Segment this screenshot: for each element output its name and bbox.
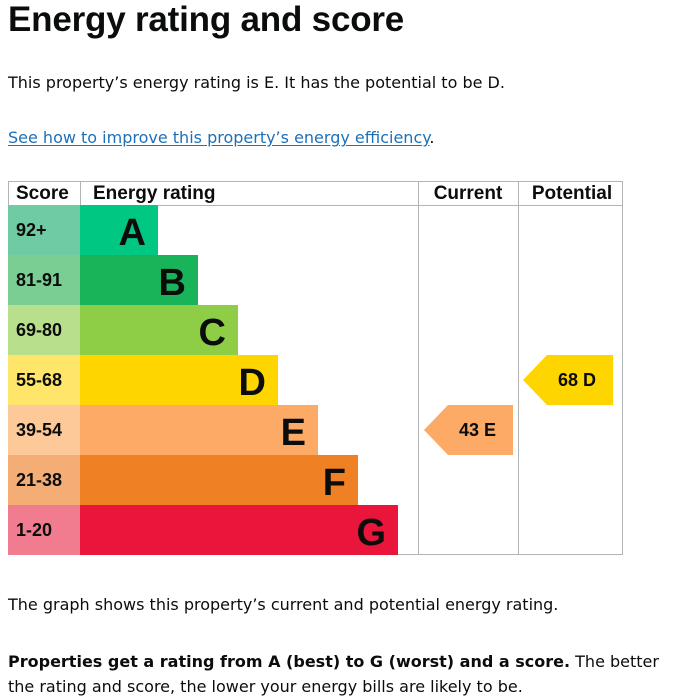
score-range-b: 81-91 bbox=[16, 270, 62, 290]
potential-rating-arrow bbox=[523, 355, 613, 405]
energy-rating-graph: Score Energy rating Current Potential 92… bbox=[8, 181, 623, 555]
score-range-a: 92+ bbox=[16, 220, 47, 240]
rating-letter-g: G bbox=[356, 512, 386, 554]
score-cell-c bbox=[8, 305, 80, 355]
rating-explainer: Properties get a rating from A (best) to… bbox=[8, 649, 668, 699]
score-cell-f bbox=[8, 455, 80, 505]
current-rating-arrow bbox=[424, 405, 513, 455]
current-rating-label: 43 E bbox=[459, 420, 496, 440]
rating-bar-a bbox=[80, 205, 158, 255]
link-suffix: . bbox=[429, 128, 435, 147]
score-cell-a bbox=[8, 205, 80, 255]
page-title: Energy rating and score bbox=[8, 0, 405, 39]
score-cell-b bbox=[8, 255, 80, 305]
graph-description: The graph shows this property’s current … bbox=[8, 595, 559, 614]
header-current: Current bbox=[434, 183, 503, 204]
score-cell-g bbox=[8, 505, 80, 555]
rating-letter-a: A bbox=[119, 212, 146, 254]
score-range-e: 39-54 bbox=[16, 420, 62, 440]
rating-markers: 43 E 68 D bbox=[424, 355, 613, 455]
potential-rating-label: 68 D bbox=[558, 370, 596, 390]
score-range-c: 69-80 bbox=[16, 320, 62, 340]
score-range-f: 21-38 bbox=[16, 470, 62, 490]
rating-letter-c: C bbox=[199, 312, 226, 354]
rating-bar-b bbox=[80, 255, 198, 305]
rating-letter-b: B bbox=[159, 262, 186, 304]
rating-summary: This property’s energy rating is E. It h… bbox=[8, 73, 505, 92]
score-range-d: 55-68 bbox=[16, 370, 62, 390]
rating-bar-f bbox=[80, 455, 358, 505]
rating-bands: 92+ A 81-91 B 69-80 C 55-68 D 39-54 E 21-38 F 1-20 G bbox=[8, 205, 398, 555]
score-cell-e bbox=[8, 405, 80, 455]
rating-explainer-rest: The better the rating and score, the low… bbox=[8, 652, 659, 696]
rating-letter-f: F bbox=[323, 462, 346, 504]
rating-bar-e bbox=[80, 405, 318, 455]
improve-efficiency-link[interactable]: See how to improve this property’s energ… bbox=[8, 128, 430, 147]
header-potential: Potential bbox=[532, 183, 612, 204]
rating-letter-e: E bbox=[281, 412, 306, 454]
rating-explainer-bold: Properties get a rating from A (best) to… bbox=[8, 652, 571, 671]
score-cell-d bbox=[8, 355, 80, 405]
rating-bar-g bbox=[80, 505, 398, 555]
improve-link-line: See how to improve this property’s energ… bbox=[8, 127, 435, 149]
rating-letter-d: D bbox=[239, 362, 266, 404]
rating-bar-c bbox=[80, 305, 238, 355]
score-range-g: 1-20 bbox=[16, 520, 52, 540]
rating-bar-d bbox=[80, 355, 278, 405]
header-energy-rating: Energy rating bbox=[93, 183, 215, 204]
header-score: Score bbox=[16, 183, 69, 204]
